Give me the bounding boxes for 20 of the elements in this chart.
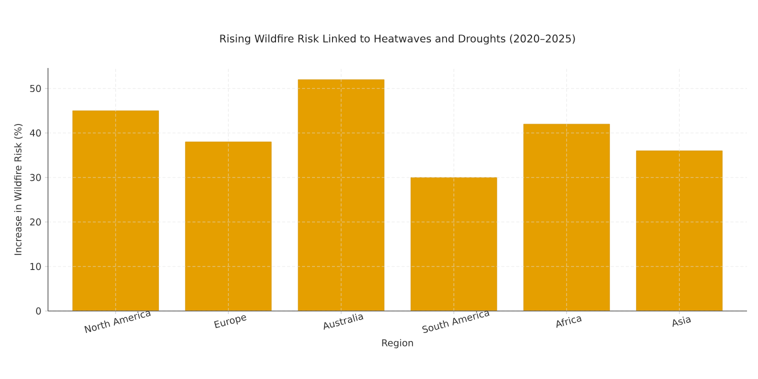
y-tick-label: 20 [30,218,41,226]
x-tick-label: Asia [672,316,691,327]
x-tick-label: North America [84,311,151,333]
bar [410,177,498,311]
y-tick-label: 30 [30,174,41,182]
bar [72,110,159,311]
y-tick-label: 40 [30,129,41,137]
x-axis-title: Region [382,339,413,348]
x-tick-label: Africa [556,316,582,328]
y-axis-title: Increase in Wildfire Risk (%) [14,124,23,255]
bar [298,80,384,311]
y-tick-label: 10 [30,262,41,270]
bar [523,124,610,311]
y-tick-label: 50 [30,84,41,92]
x-tick-label: Europe [214,315,246,328]
y-tick-label: 0 [36,307,41,315]
bar [185,142,272,311]
chart-title: Rising Wildfire Risk Linked to Heatwaves and Droughts (2020–2025) [220,34,575,44]
x-tick-label: South America [422,310,490,333]
bar [636,150,723,311]
